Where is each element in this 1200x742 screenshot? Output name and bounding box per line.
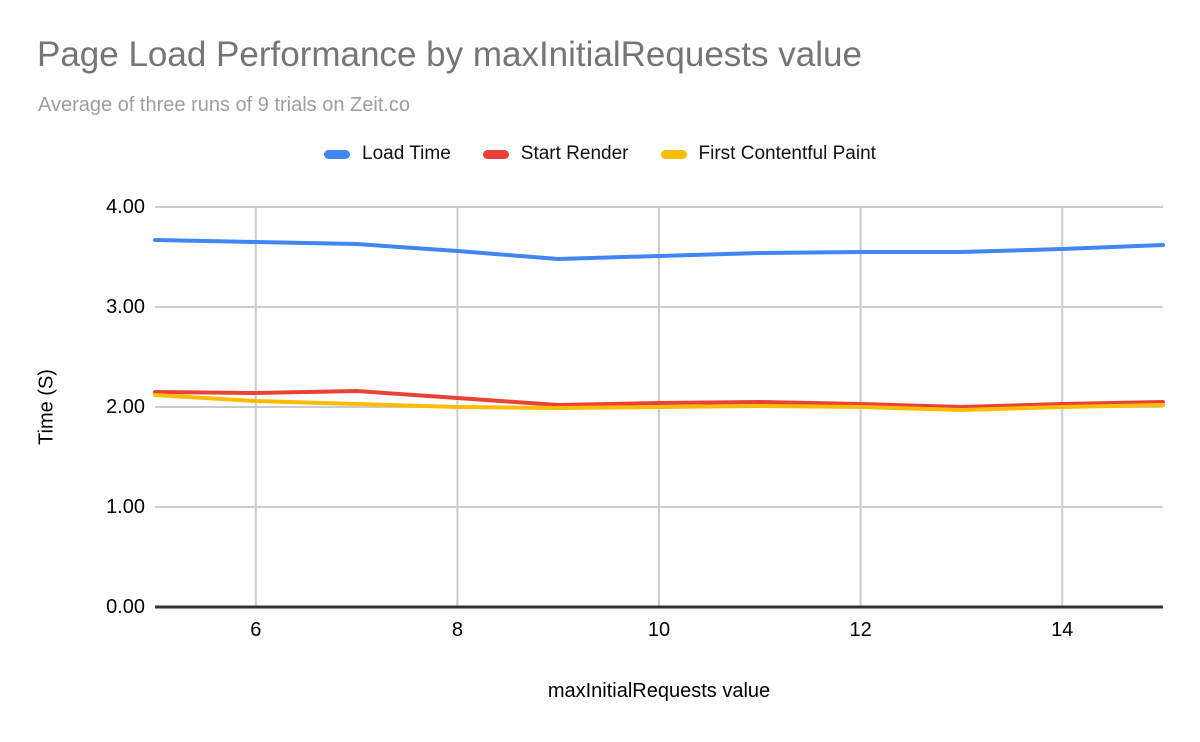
x-axis-title: maxInitialRequests value [547, 680, 771, 702]
y-tick-label: 1.00 [106, 496, 145, 518]
series-line-first-contentful-paint [153, 393, 1165, 412]
legend-item-first-contentful-paint: First Contentful Paint [660, 143, 876, 165]
legend-swatch [324, 149, 351, 159]
legend-label: First Contentful Paint [698, 143, 876, 164]
legend-label: Load Time [362, 143, 451, 164]
legend-item-load-time: Load Time [324, 143, 451, 165]
series-line-start-render [153, 389, 1165, 409]
y-axis-title: Time (S) [35, 369, 58, 445]
legend-swatch [660, 149, 687, 159]
x-tick-label: 10 [647, 619, 671, 641]
chart-title: Page Load Performance by maxInitialReque… [37, 35, 862, 74]
chart-subtitle: Average of three runs of 9 trials on Zei… [38, 94, 411, 116]
y-tick-label: 2.00 [106, 396, 145, 418]
y-tick-label: 3.00 [106, 296, 145, 318]
x-tick-label: 8 [451, 619, 463, 641]
plot-area [153, 206, 1165, 609]
legend: Load Time Start Render First Contentful Pa… [0, 143, 1200, 165]
y-tick-label: 4.00 [106, 196, 145, 218]
x-tick-label: 14 [1051, 619, 1074, 641]
x-tick-label: 6 [250, 619, 262, 641]
series-line-load-time [153, 238, 1165, 261]
x-tick-label: 12 [849, 619, 872, 641]
legend-swatch [482, 149, 509, 159]
legend-label: Start Render [520, 143, 629, 164]
legend-item-start-render: Start Render [482, 143, 629, 165]
y-tick-label: 0.00 [106, 596, 145, 618]
